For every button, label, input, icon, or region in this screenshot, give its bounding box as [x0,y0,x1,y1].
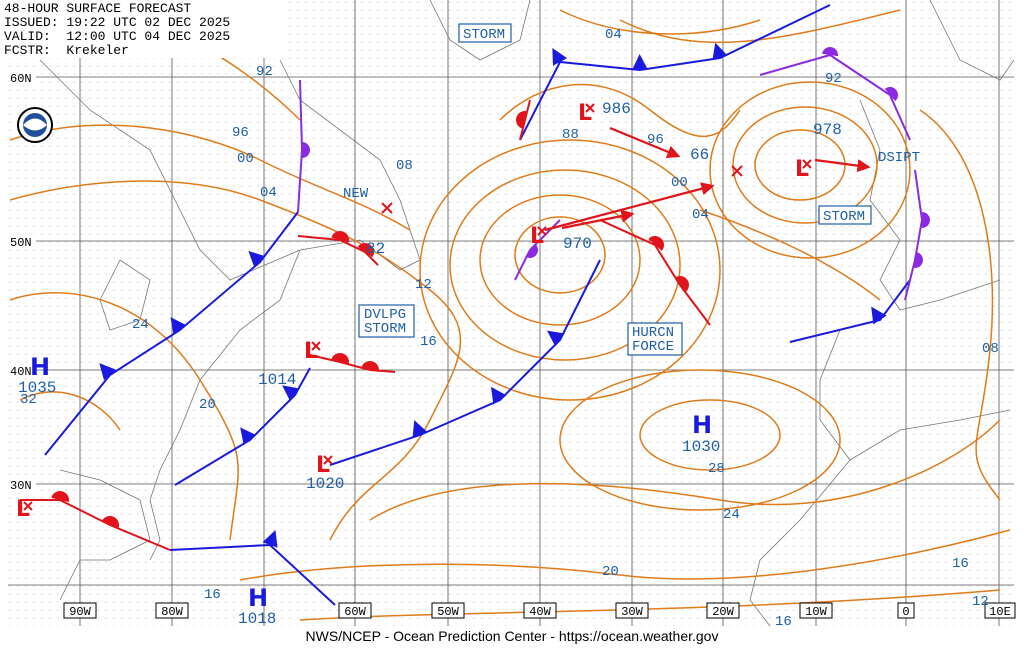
isobar-label: 32 [20,392,37,408]
low-pressure: 1020 [306,475,344,493]
warning-box [458,23,512,43]
lon-label: 20W [712,605,734,619]
high-symbol: H [692,411,712,439]
warning-label: FORCE [632,339,674,355]
lat-label-box [8,234,36,249]
lon-label-box [984,602,1016,619]
map-background [8,0,1014,626]
footer: NWS/NCEP - Ocean Prediction Center - htt… [306,628,719,644]
header-line: 48-HOUR SURFACE FORECAST [4,1,191,16]
low-symbol: L [304,339,318,364]
warning-label: HURCN [632,325,674,341]
warning-label: STORM [463,27,505,43]
lon-label: 80W [161,605,183,619]
graticule [8,0,1014,626]
isobar-label: 16 [420,334,437,350]
isobar-label: 92 [825,71,842,87]
new-low-pressure: 82 [366,240,385,258]
lon-label: 50W [437,605,459,619]
fronts [20,4,930,606]
isobar-label: 20 [199,397,216,413]
lon-label-box [431,602,465,619]
low-symbol: L [578,101,592,126]
isobar-label: 12 [415,277,432,293]
track-pressure: 66 [690,146,709,164]
high-pressure: 1035 [18,379,56,397]
isobar-label: 04 [260,185,277,201]
isobar-label: 92 [256,64,273,80]
lon-label: 40W [529,605,551,619]
lat-label: 60N [10,72,32,86]
warning-label: DVLPG [364,307,406,323]
lon-label: 30W [621,605,643,619]
warning-box [818,205,872,225]
lat-label: 50N [10,236,32,250]
header-line: VALID: 12:00 UTC 04 DEC 2025 [4,29,230,44]
low-pressure: 986 [602,100,631,118]
high-pressure: 1030 [682,438,720,456]
header-box [0,0,285,58]
lon-label: 10E [989,605,1011,619]
warning-label: STORM [364,321,406,337]
warning-box [627,322,683,356]
warning-label: STORM [823,209,865,225]
low-symbol: L [316,453,330,478]
lon-label: 10W [805,605,827,619]
dissipating-label: DSIPT [878,150,920,166]
isobar-label: 08 [396,158,413,174]
isobar-label: 16 [204,587,221,603]
isobar-label: 16 [775,614,792,630]
low-symbol: L [795,157,809,182]
isobar-label: 00 [671,175,688,191]
isobar-label: 96 [647,132,664,148]
warning-box [358,304,415,338]
header-line: FCSTR: Krekeler [4,43,129,58]
lat-label: 40N [10,365,32,379]
lon-label: 0 [902,605,909,619]
low-markers [23,103,812,511]
lon-label: 90W [69,605,91,619]
isobar-label: 96 [232,125,249,141]
low-symbol: L [16,497,30,522]
high-pressure: 1018 [238,610,276,628]
isobar-label: 24 [132,317,149,333]
lon-label-box [63,602,97,619]
low-symbol: L [530,224,544,249]
noaa-logo [17,107,53,143]
new-low-label: NEW [343,186,369,202]
high-symbol: H [30,353,50,381]
isobar-label: 16 [952,556,969,572]
track-arrows [544,126,871,232]
header-line: ISSUED: 19:22 UTC 02 DEC 2025 [4,15,230,30]
high-symbol: H [248,584,268,612]
lon-label-box [523,602,557,619]
lon-label-box [155,602,189,619]
isobar-label: 24 [723,507,740,523]
isobar-label: 12 [972,594,989,610]
isobar-label: 00 [237,151,254,167]
isobar-label: 20 [602,564,619,580]
isobar-label: 04 [605,27,622,43]
isobar-label: 28 [708,461,725,477]
lon-label: 60W [344,605,366,619]
isobar-label: 88 [562,127,579,143]
low-pressure: 978 [813,121,842,139]
isobar-label: 08 [982,341,999,357]
lon-label-box [897,602,915,619]
low-pressure: 970 [563,235,592,253]
lon-label-box [799,602,833,619]
lat-label-box [8,70,36,85]
lat-label-box [8,363,36,378]
low-pressure: 1014 [258,371,296,389]
lon-label-box [338,602,372,619]
lat-label-box [8,477,36,492]
isobar-label: 04 [692,207,709,223]
lon-label-box [706,602,740,619]
lat-label: 30N [10,479,32,493]
lon-label-box [615,602,649,619]
